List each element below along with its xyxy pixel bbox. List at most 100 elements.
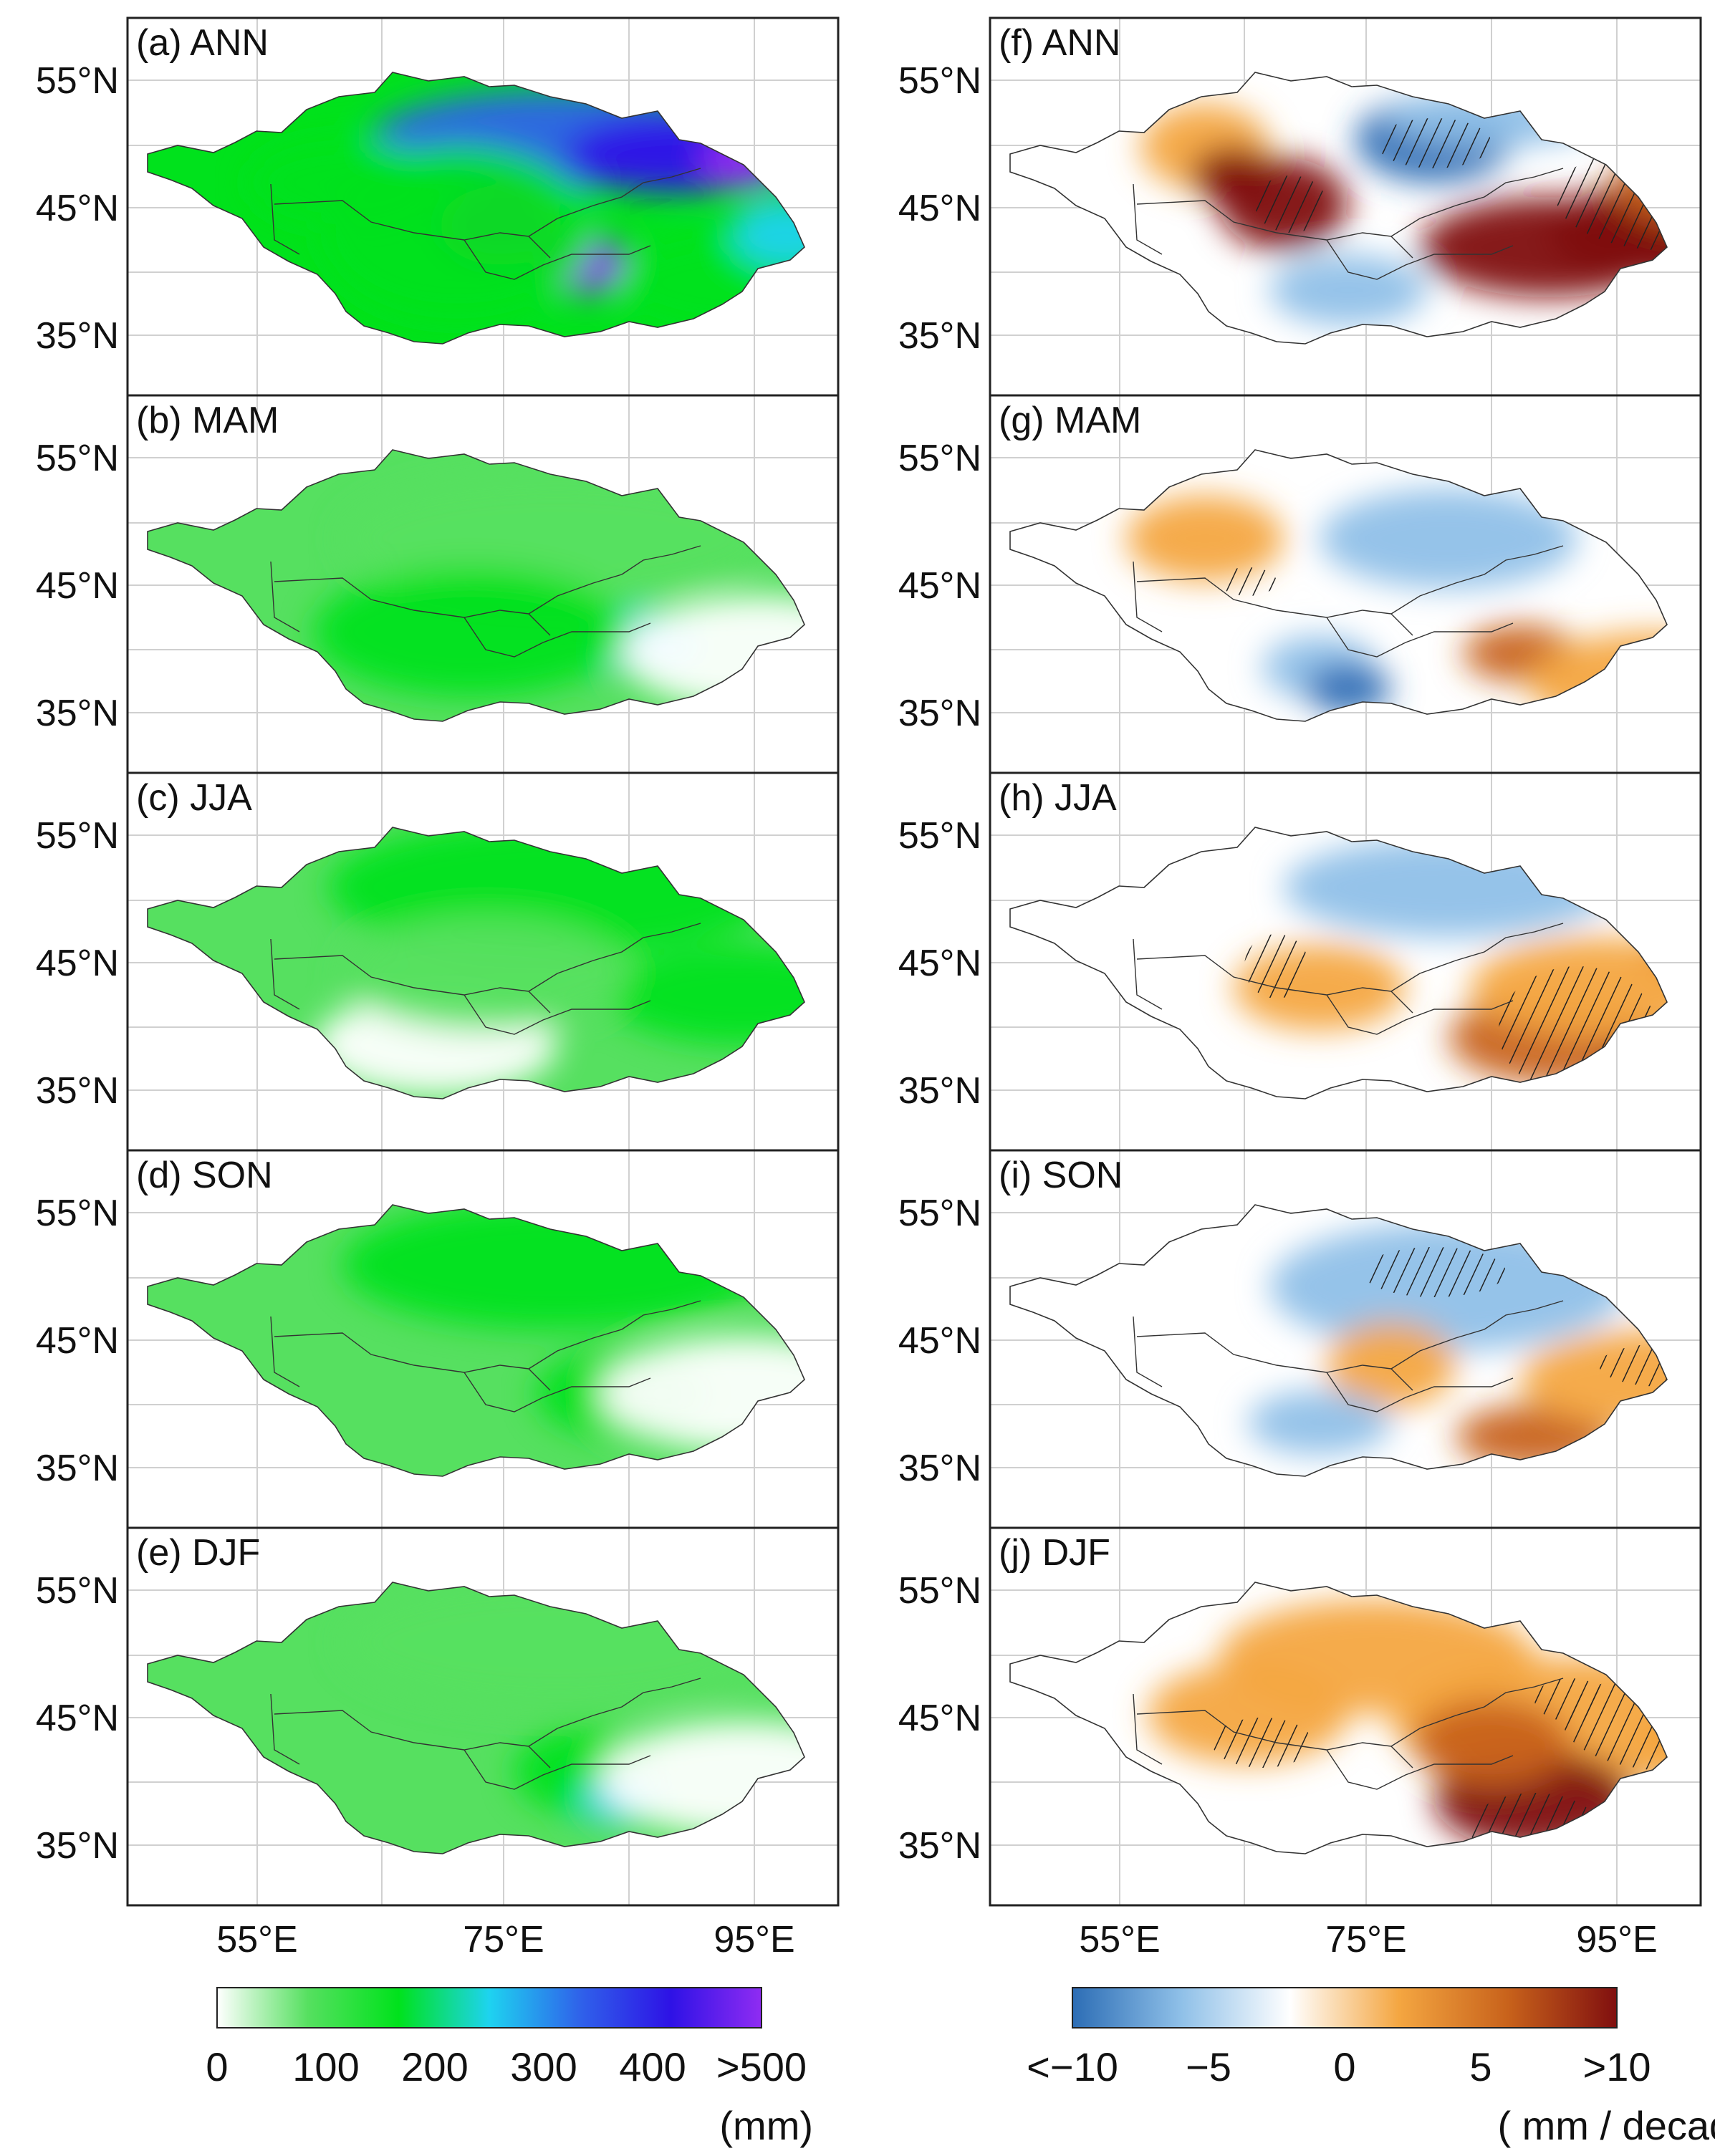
lat-tick-label: 35°N (898, 693, 981, 734)
country-borders (270, 1678, 701, 1790)
colorbar-tick-label: 0 (1333, 2044, 1355, 2089)
panel-label: (g) MAM (999, 400, 1141, 441)
colorbar-tick-label: 400 (619, 2044, 686, 2089)
panel-label: (j) DJF (999, 1532, 1110, 1574)
lat-tick-label: 35°N (36, 315, 119, 357)
colorbar-tick-label: >10 (1583, 2044, 1651, 2089)
colorbar-tick-label: 0 (206, 2044, 228, 2089)
colorbar-tick-label: −5 (1186, 2044, 1231, 2089)
field-blob (1248, 1390, 1391, 1455)
lat-tick-label: 55°N (36, 1193, 119, 1234)
colorbar-tick-label: 5 (1469, 2044, 1491, 2089)
map-panel-1-2: (h) JJA 55°N 45°N 35°N (898, 771, 1702, 1152)
map-panel-0-1: (b) MAM 55°N 45°N 35°N (36, 394, 840, 774)
lon-tick-label: 55°E (1079, 1919, 1160, 1960)
lat-tick-label: 55°N (898, 438, 981, 479)
lat-tick-label: 55°N (36, 60, 119, 102)
colorbar (1072, 1987, 1618, 2029)
hatch-area (1499, 966, 1656, 1095)
lat-tick-label: 55°N (36, 815, 119, 857)
lat-tick-label: 35°N (898, 1070, 981, 1112)
colorbar-tick-label: 100 (292, 2044, 359, 2089)
region-outline (1009, 1204, 1668, 1477)
country-borders (1133, 545, 1564, 658)
country-borders (270, 545, 701, 658)
field-blob (600, 1721, 804, 1836)
lat-tick-label: 45°N (36, 1698, 119, 1739)
panel-frame (126, 1526, 840, 1907)
hatch-area (1470, 1793, 1599, 1854)
colorbar-unit: ( mm / decade) (1497, 2103, 1715, 2148)
field-blob (342, 916, 629, 1031)
map-panel-0-4: (e) DJF 55°N 45°N 35°N (36, 1526, 840, 1907)
country-borders (1133, 1678, 1564, 1790)
hatch-area (1244, 934, 1309, 998)
lat-tick-label: 55°N (898, 1193, 981, 1234)
region-outline (147, 1204, 805, 1477)
field-blob (1191, 147, 1277, 204)
lat-tick-label: 55°N (898, 60, 981, 102)
hatch-area (1377, 118, 1491, 168)
field-layer (148, 1582, 804, 1854)
lat-tick-label: 35°N (898, 315, 981, 357)
map-panel-1-3: (i) SON 55°N 45°N 35°N (898, 1149, 1702, 1529)
lat-tick-label: 45°N (898, 1698, 981, 1739)
field-layer (148, 1205, 804, 1476)
hatch-area (1363, 1247, 1506, 1297)
lat-tick-label: 55°N (36, 438, 119, 479)
lon-tick-label: 95°E (714, 1919, 794, 1960)
panel-label: (e) DJF (136, 1532, 260, 1574)
lat-tick-label: 35°N (36, 1070, 119, 1112)
hatch-area (1212, 1718, 1312, 1768)
field-blob (701, 133, 787, 190)
field-layer (1010, 450, 1667, 721)
map-panel-0-0: (a) ANN 55°N 45°N 35°N (36, 16, 840, 397)
lat-tick-label: 35°N (36, 693, 119, 734)
country-borders (270, 923, 701, 1035)
field-blob (249, 140, 436, 226)
lat-tick-label: 35°N (36, 1448, 119, 1489)
map-panel-1-0: (f) ANN 55°N 45°N 35°N (898, 16, 1702, 397)
field-blob (729, 197, 804, 269)
map-panel-1-4: (j) DJF 55°N 45°N 35°N (898, 1526, 1702, 1907)
lon-tick-label: 75°E (463, 1919, 544, 1960)
panel-frame (989, 1526, 1702, 1907)
field-blob (1327, 1322, 1456, 1408)
hatch-area (1656, 916, 1667, 973)
country-borders (1133, 923, 1564, 1035)
lat-tick-label: 35°N (898, 1825, 981, 1867)
lat-tick-label: 45°N (36, 1320, 119, 1362)
map-panel-0-3: (d) SON 55°N 45°N 35°N (36, 1149, 840, 1529)
significance-hatching (1219, 567, 1277, 596)
lat-tick-label: 55°N (36, 1570, 119, 1612)
colorbar-unit: (mm) (719, 2103, 813, 2148)
field-blob (1320, 489, 1577, 589)
panel-label: (d) SON (136, 1155, 273, 1196)
panel-label: (f) ANN (999, 22, 1120, 64)
field-blob (622, 596, 804, 711)
field-blob (342, 1205, 772, 1329)
region-outline (1009, 72, 1668, 345)
region-outline (1009, 449, 1668, 722)
field-layer (1010, 1205, 1667, 1476)
hatch-area (1563, 1671, 1667, 1771)
field-blob (600, 1337, 804, 1451)
lat-tick-label: 45°N (36, 943, 119, 984)
lon-tick-label: 75°E (1325, 1919, 1406, 1960)
field-blob (342, 1582, 772, 1707)
colorbar-tick-label: <−10 (1027, 2044, 1118, 2089)
lat-tick-label: 35°N (898, 1448, 981, 1489)
colorbar-tick-label: 300 (510, 2044, 577, 2089)
colorbar-tick-label: >500 (716, 2044, 807, 2089)
field-blob (1663, 236, 1667, 315)
field-blob (607, 945, 804, 1045)
country-borders (270, 168, 701, 280)
lat-tick-label: 45°N (36, 565, 119, 607)
field-blob (314, 567, 629, 696)
lat-tick-label: 55°N (898, 815, 981, 857)
field-blob (1305, 664, 1391, 714)
field-layer (1010, 827, 1667, 1099)
panel-label: (h) JJA (999, 777, 1117, 819)
hatch-area (1219, 567, 1277, 596)
